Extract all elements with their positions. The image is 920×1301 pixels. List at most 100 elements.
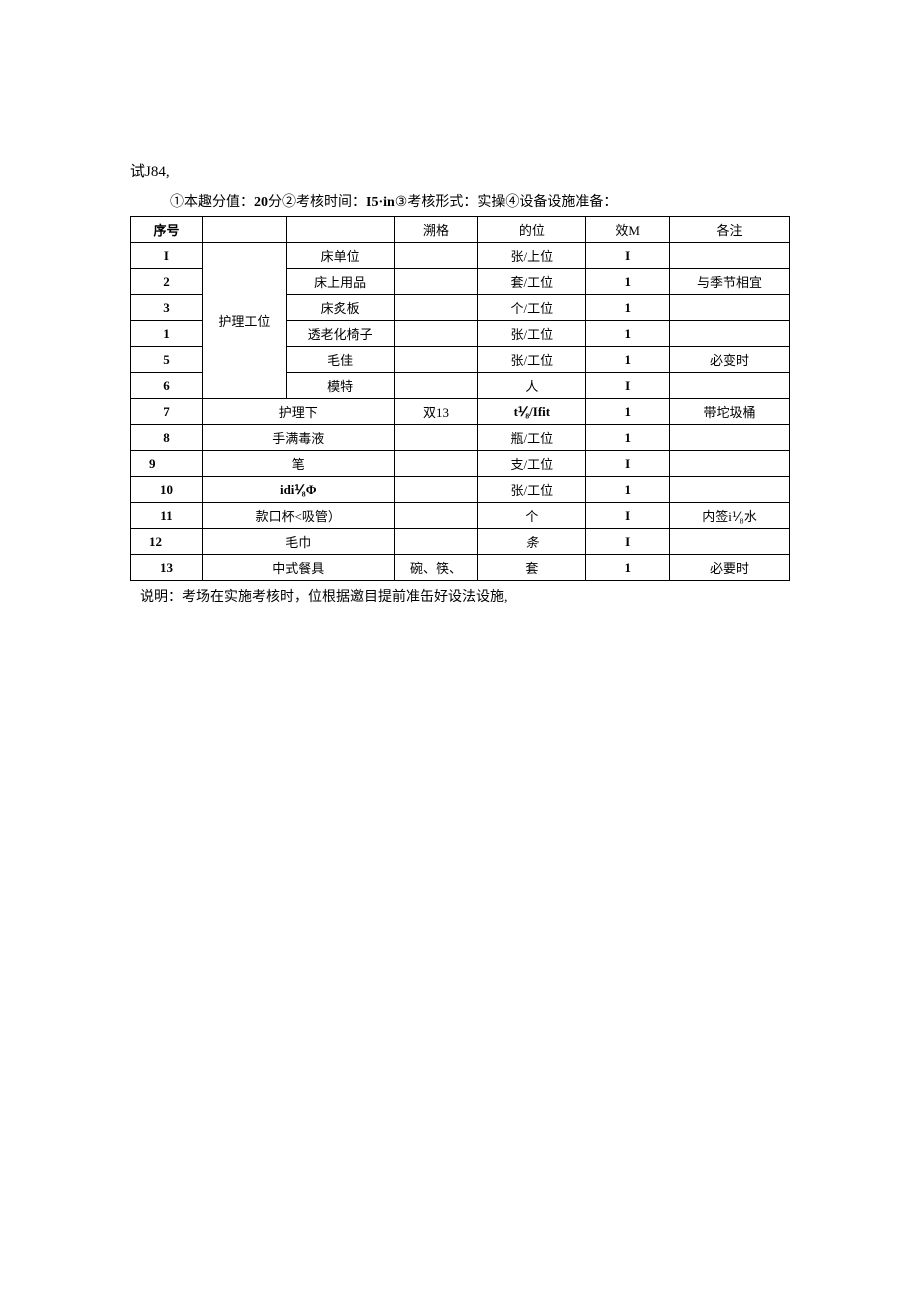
- cell-spec: [394, 529, 478, 555]
- cell-qty: 1: [586, 399, 670, 425]
- cell-unit: t⅟₈/Ifit: [478, 399, 586, 425]
- equipment-table: 序号 溯格 的位 效M 各注 I 护理工位 床单位 张/上位 I 2 床上用品 …: [130, 216, 790, 581]
- cell-name: 床单位: [286, 243, 394, 269]
- cell-qty: I: [586, 503, 670, 529]
- cell-name: 护理下: [202, 399, 394, 425]
- header-name-blank2: [286, 217, 394, 243]
- cell-unit: 套: [478, 555, 586, 581]
- cell-note: [670, 373, 790, 399]
- subtitle-part4: I5·in: [366, 195, 395, 210]
- cell-unit: 张/上位: [478, 243, 586, 269]
- cell-seq: 8: [131, 425, 203, 451]
- cell-name: 中式餐具: [202, 555, 394, 581]
- table-row: 7 护理下 双13 t⅟₈/Ifit 1 带坨圾桶: [131, 399, 790, 425]
- cell-unit: 张/工位: [478, 347, 586, 373]
- cell-spec: 碗、筷、: [394, 555, 478, 581]
- cell-note: [670, 477, 790, 503]
- table-row: 8 手满毒液 瓶/工位 1: [131, 425, 790, 451]
- cell-name: 床炙板: [286, 295, 394, 321]
- cell-note: 与季节相宜: [670, 269, 790, 295]
- cell-note: 必要时: [670, 555, 790, 581]
- cell-unit: 支/工位: [478, 451, 586, 477]
- cell-qty: 1: [586, 321, 670, 347]
- cell-unit: 个: [478, 503, 586, 529]
- cell-note: [670, 243, 790, 269]
- cell-seq: 10: [131, 477, 203, 503]
- cell-note: [670, 451, 790, 477]
- cell-qty: 1: [586, 295, 670, 321]
- table-row: 12 毛巾 条 I: [131, 529, 790, 555]
- cell-spec: 双13: [394, 399, 478, 425]
- cell-note: [670, 425, 790, 451]
- cell-seq: 1: [131, 321, 203, 347]
- subtitle: ①本趣分值：20分②考核时间：I5·in③考核形式：实操④设备设施准备：: [170, 191, 790, 211]
- cell-unit: 瓶/工位: [478, 425, 586, 451]
- cell-seq: 9: [131, 451, 203, 477]
- cell-qty: I: [586, 451, 670, 477]
- title: 试J84,: [130, 160, 790, 181]
- table-row: 9 笔 支/工位 I: [131, 451, 790, 477]
- cell-nursing-station: 护理工位: [202, 243, 286, 399]
- cell-name: 模特: [286, 373, 394, 399]
- cell-spec: [394, 269, 478, 295]
- cell-name: 笔: [202, 451, 394, 477]
- cell-note: [670, 295, 790, 321]
- table-row: 13 中式餐具 碗、筷、 套 1 必要时: [131, 555, 790, 581]
- subtitle-part2: 20: [254, 195, 268, 210]
- cell-spec: [394, 477, 478, 503]
- header-seq: 序号: [131, 217, 203, 243]
- cell-unit: 套/工位: [478, 269, 586, 295]
- subtitle-part3: 分②考核时间：: [268, 195, 366, 210]
- header-spec: 溯格: [394, 217, 478, 243]
- cell-seq: 3: [131, 295, 203, 321]
- cell-name: 毛巾: [202, 529, 394, 555]
- cell-name: 床上用品: [286, 269, 394, 295]
- cell-unit: 人: [478, 373, 586, 399]
- cell-name: 款口杯<吸管）: [202, 503, 394, 529]
- cell-spec: [394, 321, 478, 347]
- cell-seq: 7: [131, 399, 203, 425]
- cell-note: 必变时: [670, 347, 790, 373]
- table-row: 10 idi⅟₈Φ 张/工位 1: [131, 477, 790, 503]
- cell-unit: 个/工位: [478, 295, 586, 321]
- cell-seq: 12: [131, 529, 203, 555]
- cell-note: [670, 529, 790, 555]
- cell-spec: [394, 373, 478, 399]
- cell-seq: 6: [131, 373, 203, 399]
- table-row: I 护理工位 床单位 张/上位 I: [131, 243, 790, 269]
- cell-qty: 1: [586, 477, 670, 503]
- cell-spec: [394, 243, 478, 269]
- cell-seq: 5: [131, 347, 203, 373]
- subtitle-part5: ③考核形式：实操④设备设施准备：: [395, 195, 618, 210]
- header-note: 各注: [670, 217, 790, 243]
- header-unit: 的位: [478, 217, 586, 243]
- cell-name: 毛佳: [286, 347, 394, 373]
- cell-name: 手满毒液: [202, 425, 394, 451]
- cell-seq: 11: [131, 503, 203, 529]
- header-qty: 效M: [586, 217, 670, 243]
- cell-spec: [394, 347, 478, 373]
- table-header-row: 序号 溯格 的位 效M 各注: [131, 217, 790, 243]
- cell-seq: 2: [131, 269, 203, 295]
- cell-spec: [394, 503, 478, 529]
- cell-note: [670, 321, 790, 347]
- cell-qty: 1: [586, 269, 670, 295]
- cell-unit: 条: [478, 529, 586, 555]
- header-name-blank1: [202, 217, 286, 243]
- cell-qty: 1: [586, 347, 670, 373]
- footer-note: 说明：考场在实施考核时，位根据邀目提前准缶好设法设施,: [140, 586, 790, 606]
- cell-name: idi⅟₈Φ: [202, 477, 394, 503]
- cell-note: 带坨圾桶: [670, 399, 790, 425]
- table-row: 11 款口杯<吸管） 个 I 内签i⅟₈水: [131, 503, 790, 529]
- cell-spec: [394, 425, 478, 451]
- cell-name: 透老化椅子: [286, 321, 394, 347]
- subtitle-part1: ①本趣分值：: [170, 195, 254, 210]
- cell-seq: I: [131, 243, 203, 269]
- cell-qty: 1: [586, 555, 670, 581]
- cell-qty: I: [586, 243, 670, 269]
- cell-spec: [394, 295, 478, 321]
- cell-unit: 张/工位: [478, 321, 586, 347]
- cell-qty: I: [586, 529, 670, 555]
- cell-unit: 张/工位: [478, 477, 586, 503]
- cell-note: 内签i⅟₈水: [670, 503, 790, 529]
